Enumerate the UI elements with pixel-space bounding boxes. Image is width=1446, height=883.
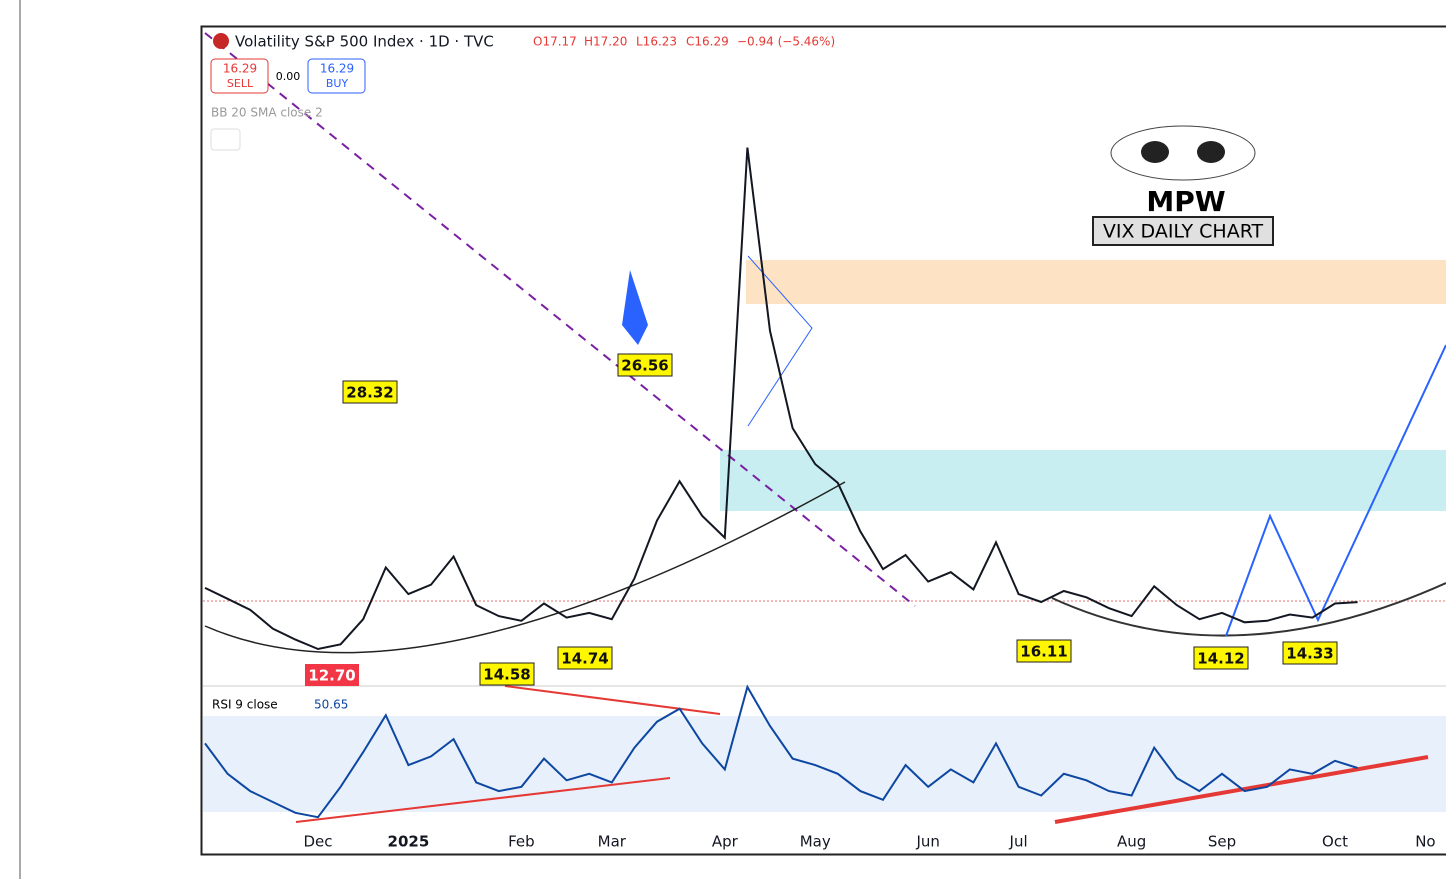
flag-icon [213, 33, 229, 49]
x-tick-label: Apr [712, 833, 739, 851]
x-tick-label: Jun [915, 833, 939, 851]
x-tick-label: Oct [1322, 833, 1348, 851]
x-tick-label: Mar [598, 833, 627, 851]
x-tick-label: Sep [1208, 833, 1236, 851]
sell-label: SELL [227, 77, 254, 90]
ohlc-value: O17.17 [533, 35, 577, 49]
sell-price: 16.29 [223, 62, 257, 76]
ohlc-value: C16.29 [686, 35, 729, 49]
logo-text: MPW [1146, 185, 1225, 218]
ohlc-value: L16.23 [636, 35, 677, 49]
spread: 0.00 [276, 70, 301, 83]
x-tick-label: Aug [1117, 833, 1146, 851]
support-zone [720, 450, 1446, 511]
rsi-label: RSI 9 close [212, 698, 278, 712]
logo-image [1111, 126, 1255, 180]
logo-ear [1141, 141, 1169, 163]
ohlc-value: H17.20 [584, 35, 627, 49]
rsi-value: 50.65 [314, 698, 348, 712]
rsi-band [203, 716, 1446, 812]
annotation: 12.70 [308, 667, 355, 685]
buy-label: BUY [326, 77, 349, 90]
logo-ear [1197, 141, 1225, 163]
collapse-button[interactable] [211, 129, 240, 150]
annotation: 14.12 [1197, 650, 1244, 668]
indicator-label: BB 20 SMA close 2 [211, 106, 323, 120]
x-tick-label: 2025 [388, 833, 430, 851]
title: Volatility S&P 500 Index · 1D · TVC [235, 33, 494, 51]
x-tick-label: No [1415, 833, 1435, 851]
x-tick-label: Feb [508, 833, 535, 851]
annotation: 16.11 [1020, 643, 1067, 661]
annotation: 28.32 [346, 384, 393, 402]
ohlc-value: −0.94 (−5.46%) [737, 35, 835, 49]
annotation: 14.74 [561, 650, 608, 668]
annotation: 26.56 [621, 357, 668, 375]
resistance-zone [746, 260, 1446, 304]
x-tick-label: Jul [1009, 833, 1028, 851]
x-tick-label: May [800, 833, 831, 851]
annotation: 14.33 [1286, 645, 1333, 663]
caption: VIX DAILY CHART [1103, 221, 1264, 243]
x-tick-label: Dec [303, 833, 332, 851]
annotation: 14.58 [483, 666, 530, 684]
buy-price: 16.29 [320, 62, 354, 76]
